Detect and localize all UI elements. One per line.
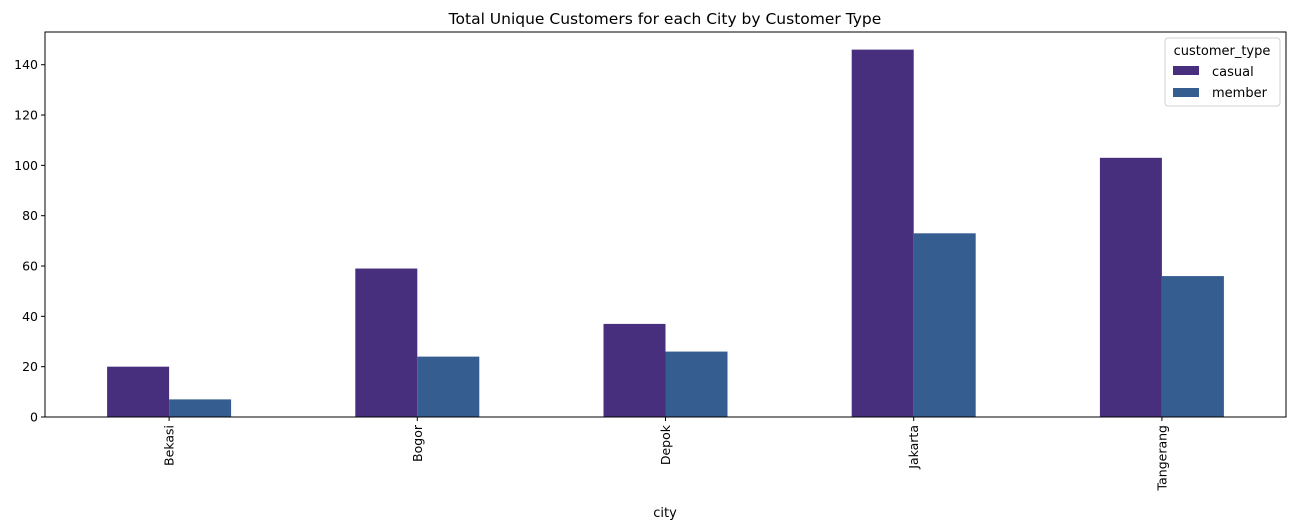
x-tick-label-depok: Depok [658,424,673,465]
bar-bekasi-casual [107,366,170,417]
bar-bekasi-member [169,399,232,417]
bar-bogor-casual [355,268,418,417]
bar-jakarta-casual [851,49,914,417]
x-axis-label: city [653,506,677,521]
x-tick-label-bogor: Bogor [410,424,425,462]
y-tick-label: 60 [22,259,38,274]
bar-tangerang-casual [1099,157,1162,417]
y-tick-label: 40 [22,309,38,324]
legend-label-member: member [1212,86,1268,101]
bar-depok-casual [603,323,666,417]
bar-depok-member [665,351,728,417]
chart-title: Total Unique Customers for each City by … [448,10,882,28]
y-tick-label: 120 [14,108,38,123]
x-tick-label-bekasi: Bekasi [162,425,177,466]
bar-tangerang-member [1161,276,1224,417]
legend-swatch-casual [1173,66,1199,75]
legend: customer_type casual member [1164,37,1281,107]
y-tick-label: 140 [14,57,38,72]
legend-label-casual: casual [1212,65,1254,80]
x-tick-label-tangerang: Tangerang [1154,425,1169,491]
bar-bogor-member [417,356,480,417]
y-tick-label: 0 [30,410,38,425]
legend-swatch-member [1173,88,1199,97]
x-tick-label-jakarta: Jakarta [906,425,921,470]
y-axis: 0 20 40 60 80 100 120 140 [14,57,45,425]
y-tick-label: 20 [22,359,38,374]
plot-frame [44,31,1287,418]
bar-jakarta-member [913,233,976,417]
bars-group [107,49,1224,417]
y-tick-label: 100 [14,158,38,173]
x-axis: Bekasi Bogor Depok Jakarta Tangerang [162,417,1169,491]
legend-title: customer_type [1174,44,1271,59]
y-tick-label: 80 [22,208,38,223]
